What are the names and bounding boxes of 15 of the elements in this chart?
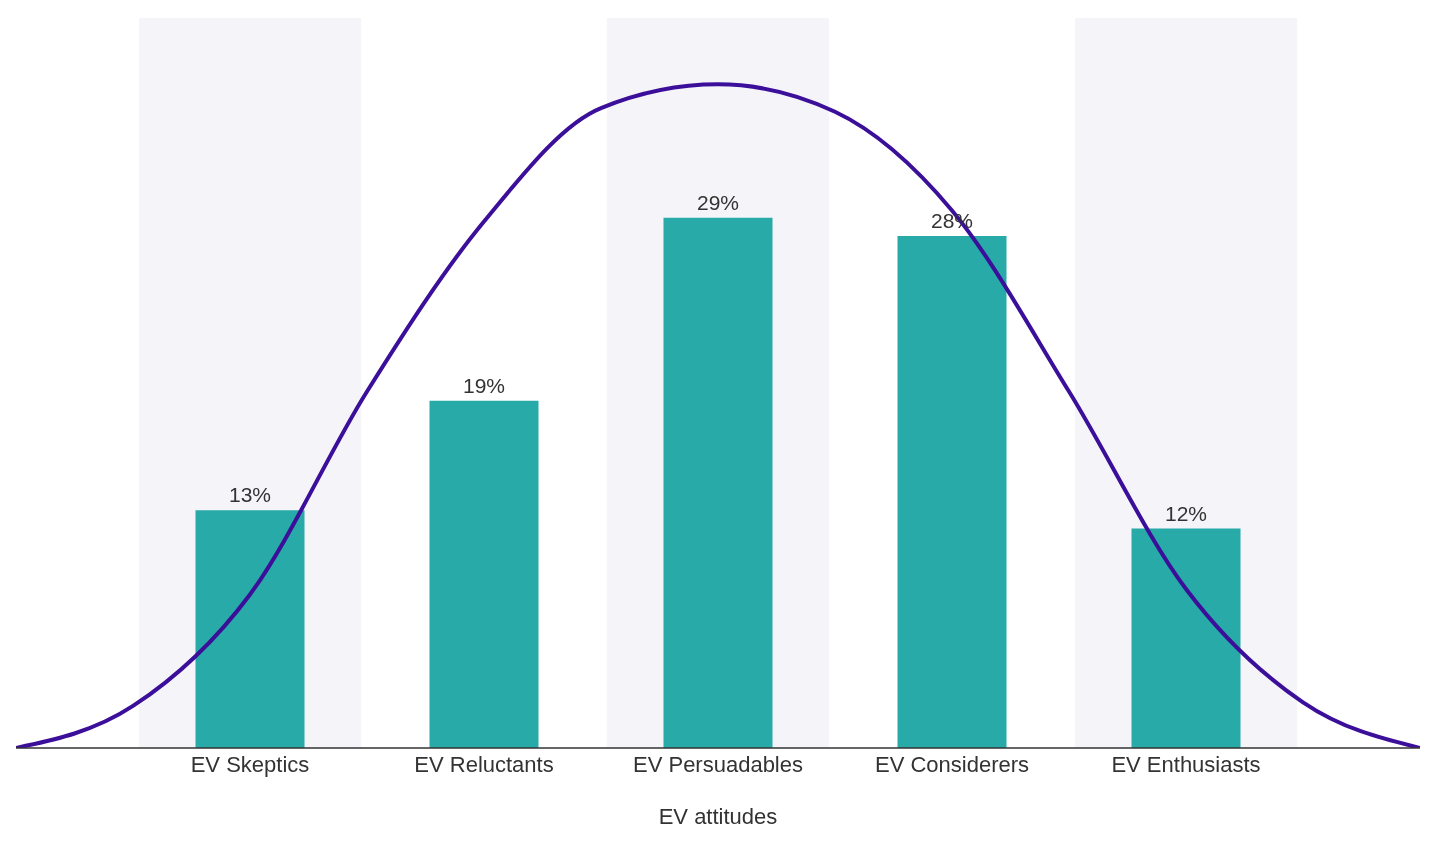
bar	[195, 510, 305, 748]
x-tick-label: EV Considerers	[874, 751, 1030, 777]
x-axis-title: EV attitudes	[658, 804, 778, 829]
data-label: 29%	[696, 190, 740, 214]
data-label: 12%	[1164, 501, 1208, 525]
data-label: 13%	[228, 483, 272, 507]
bar	[663, 217, 773, 748]
bar	[897, 236, 1007, 748]
bar	[1131, 528, 1241, 748]
x-tick-label: EV Reluctants	[414, 751, 554, 777]
x-tick-label: EV Skeptics	[190, 751, 310, 777]
x-tick-label: EV Persuadables	[633, 751, 803, 777]
bar	[429, 400, 539, 748]
data-label: 19%	[462, 373, 506, 397]
x-tick-label: EV Enthusiasts	[1111, 751, 1261, 777]
